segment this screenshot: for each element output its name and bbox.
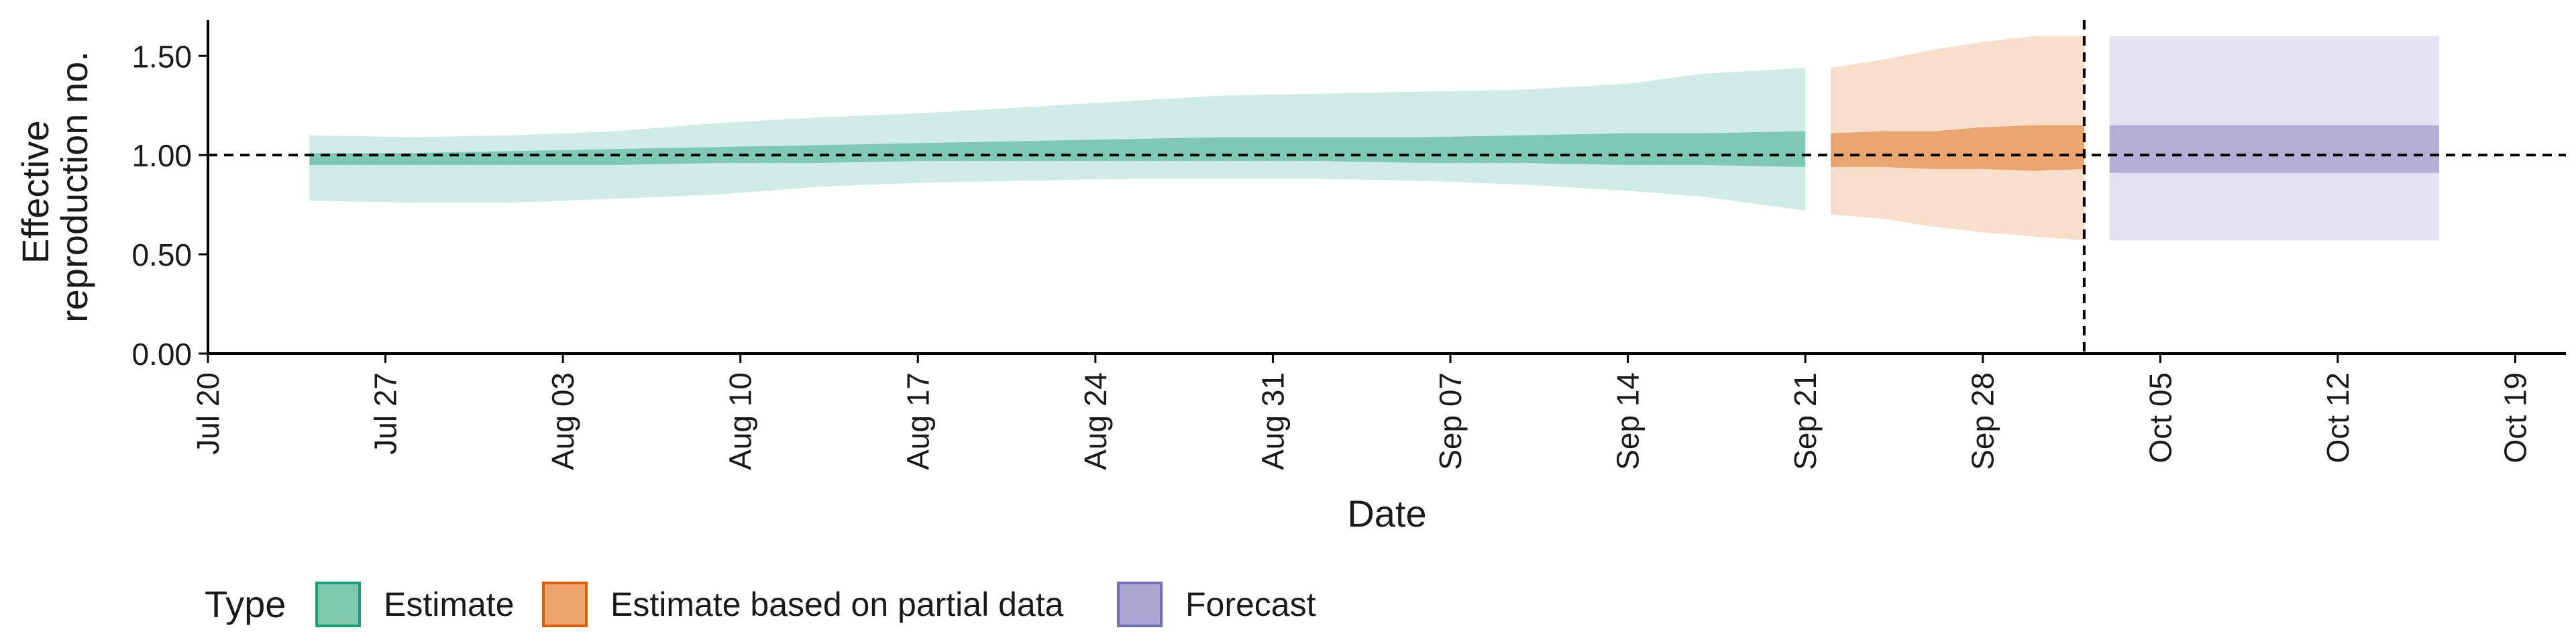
x-tick-label: Sep 07 (1433, 372, 1468, 470)
legend-key-1 (542, 582, 588, 627)
y-axis-title-line-1: Effective (14, 120, 56, 264)
x-tick-label: Aug 10 (723, 372, 758, 470)
series-2 (2109, 36, 2439, 241)
y-tick-label: 0.00 (131, 337, 192, 372)
x-tick-label: Aug 24 (1078, 372, 1113, 470)
x-tick-label: Sep 14 (1611, 372, 1646, 470)
ribbon-90-0 (309, 68, 1806, 211)
legend-label-1: Estimate based on partial data (610, 586, 1064, 623)
ribbon-90-1 (1830, 36, 2084, 241)
ribbon-90-2 (2109, 36, 2439, 241)
y-tick-label: 0.50 (131, 237, 192, 272)
x-tick-label: Oct 05 (2143, 372, 2178, 464)
y-tick-label: 1.50 (131, 39, 192, 74)
legend: Type Estimate Estimate based on partial d… (205, 582, 1316, 627)
x-tick-label: Oct 12 (2320, 372, 2355, 464)
x-tick-label: Sep 21 (1788, 372, 1823, 470)
x-tick-label: Sep 28 (1966, 372, 2000, 470)
x-tick-label: Aug 03 (545, 372, 580, 470)
legend-label-2: Forecast (1185, 586, 1316, 623)
series-1 (1830, 36, 2084, 241)
x-tick-label: Aug 17 (900, 372, 935, 470)
legend-key-0 (315, 582, 361, 627)
legend-key-2 (1117, 582, 1163, 627)
legend-title: Type (205, 583, 286, 625)
x-tick-label: Jul 27 (368, 372, 403, 455)
y-axis-title-line-2: reproduction no. (53, 51, 95, 323)
legend-label-0: Estimate (384, 586, 515, 623)
x-axis-title: Date (1347, 492, 1426, 535)
ribbon-50-2 (2109, 125, 2439, 173)
y-tick-label: 1.00 (131, 138, 192, 173)
y-axis-title: Effective reproduction no. (14, 51, 95, 323)
series-0 (309, 68, 1806, 211)
plot-area (208, 20, 2566, 354)
x-tick-label: Aug 31 (1255, 372, 1290, 470)
ribbon-50-1 (1830, 125, 2084, 171)
axes: 0.00 0.50 1.00 1.50 Jul 20 Jul 27 Aug 03 Aug 10… (131, 20, 2566, 470)
x-tick-label: Oct 19 (2498, 372, 2532, 464)
ribbon-50-0 (309, 131, 1806, 167)
x-tick-label: Jul 20 (191, 372, 225, 455)
